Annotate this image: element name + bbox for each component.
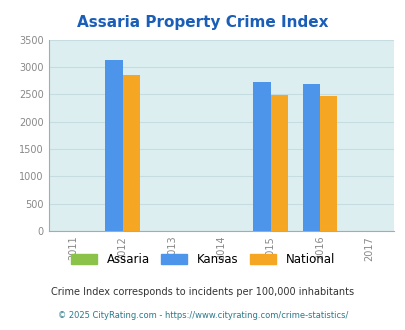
Bar bbox=[270, 95, 287, 231]
Text: Crime Index corresponds to incidents per 100,000 inhabitants: Crime Index corresponds to incidents per… bbox=[51, 287, 354, 297]
Bar bbox=[105, 60, 122, 231]
Bar bbox=[319, 96, 336, 231]
Text: Assaria Property Crime Index: Assaria Property Crime Index bbox=[77, 15, 328, 30]
Text: © 2025 CityRating.com - https://www.cityrating.com/crime-statistics/: © 2025 CityRating.com - https://www.city… bbox=[58, 311, 347, 320]
Bar bbox=[253, 82, 270, 231]
Legend: Assaria, Kansas, National: Assaria, Kansas, National bbox=[66, 248, 339, 271]
Bar bbox=[122, 75, 140, 231]
Bar bbox=[302, 84, 319, 231]
